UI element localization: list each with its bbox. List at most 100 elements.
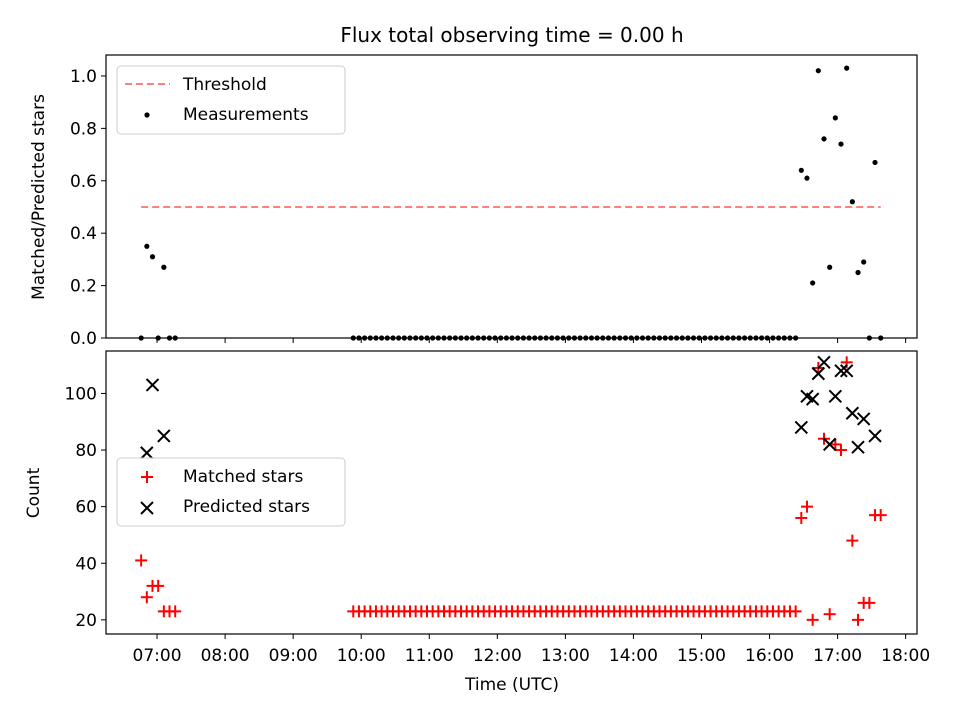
bottom-y-axis-label: Count: [24, 467, 44, 518]
predicted-star-point: [868, 429, 882, 443]
predicted-star-point: [805, 392, 820, 406]
predicted-star-stroke: [868, 429, 882, 443]
predicted-star-stroke: [839, 364, 854, 378]
x-tick-label: 17:00: [813, 646, 862, 666]
predicted-star-point: [157, 429, 171, 443]
predicted-star-point: [811, 366, 826, 381]
measurement-point: [855, 269, 861, 276]
top-axes-frame: [105, 54, 918, 339]
matched-star-point: [152, 579, 165, 592]
predicted-star-point: [856, 412, 871, 426]
measurement-point: [872, 159, 878, 166]
x-tick-label: 13:00: [541, 646, 590, 666]
x-tick-label: 16:00: [745, 646, 794, 666]
legend-measurements-swatch: [144, 112, 150, 118]
x-tick-label: 08:00: [201, 646, 250, 666]
measurement-point: [821, 136, 827, 142]
bottom-y-tick-label: 100: [65, 384, 97, 404]
measurement-point: [804, 175, 810, 181]
predicted-star-stroke: [805, 392, 820, 406]
measurement-point: [161, 264, 167, 270]
top-panel: 0.0 0.2 0.4 0.6 0.8 1.0 Matched/Predicted sta…: [29, 54, 918, 349]
x-tick-label: 14:00: [609, 646, 658, 666]
matched-star-point: [852, 613, 865, 626]
predicted-star-stroke: [145, 378, 160, 392]
predicted-star-stroke: [800, 389, 814, 403]
legend-threshold-label: Threshold: [182, 75, 267, 95]
predicted-star-stroke: [845, 406, 860, 420]
x-tick-label: 18:00: [881, 646, 930, 666]
x-tick-label: 09:00: [269, 646, 318, 666]
matched-star-point: [169, 605, 182, 618]
predicted-star-stroke: [794, 420, 809, 435]
matched-star-point: [800, 500, 813, 513]
matched-star-point: [846, 534, 859, 547]
predicted-star-point: [851, 440, 865, 454]
predicted-star-point: [839, 364, 854, 378]
x-tick-label: 11:00: [405, 646, 454, 666]
top-y-tick-label: 0.0: [70, 329, 97, 349]
matched-star-point: [795, 511, 808, 524]
measurement-point: [861, 259, 867, 265]
predicted-star-stroke: [140, 446, 154, 460]
predicted-star-stroke: [856, 412, 871, 426]
bottom-legend-box: [116, 457, 346, 527]
top-y-tick-label: 0.4: [70, 224, 97, 244]
bottom-axes-frame: [105, 350, 918, 635]
top-legend: Threshold Measurements: [116, 65, 346, 135]
measurement-point: [144, 243, 150, 249]
matched-star-point: [806, 613, 819, 626]
predicted-star-stroke: [811, 366, 826, 381]
predicted-star-stroke: [828, 389, 843, 403]
measurement-point: [849, 199, 855, 205]
matched-star-point: [829, 438, 842, 451]
top-legend-box: [116, 65, 346, 135]
top-y-tick-label: 0.2: [70, 277, 97, 297]
predicted-star-point: [794, 420, 809, 435]
measurement-point: [149, 254, 156, 260]
bottom-y-tick-label: 60: [75, 498, 97, 518]
predicted-star-point: [828, 389, 843, 403]
predicted-star-stroke: [817, 355, 831, 370]
x-tick-label: 12:00: [473, 646, 522, 666]
predicted-star-point: [145, 378, 160, 392]
measurement-point: [832, 115, 838, 121]
measurement-point: [844, 65, 850, 71]
matched-star-point: [863, 596, 876, 609]
matched-star-point: [874, 509, 887, 522]
x-tick-label: 15:00: [677, 646, 726, 666]
bottom-legend: Matched stars Predicted stars: [116, 457, 346, 527]
legend-matched-swatch: [141, 471, 153, 483]
measurement-point: [810, 280, 816, 286]
legend-matched-label: Matched stars: [183, 467, 303, 487]
chart-title: Flux total observing time = 0.00 h: [340, 23, 683, 47]
legend-predicted-label: Predicted stars: [183, 497, 310, 517]
predicted-star-point: [140, 446, 154, 460]
bottom-plot-area: 07:00 08:00 09:00 10:00 11:00 12:00 13:00 14:00…: [65, 355, 930, 666]
top-y-tick-label: 1.0: [70, 67, 97, 87]
bottom-y-tick-label: 80: [75, 441, 97, 461]
legend-predicted-swatch: [140, 501, 154, 515]
top-y-tick-label: 0.8: [70, 119, 97, 139]
matched-star-point: [140, 591, 153, 604]
x-tick-label: 10:00: [337, 646, 386, 666]
predicted-star-stroke: [157, 429, 171, 443]
matched-star-point: [835, 444, 848, 457]
measurement-point: [815, 68, 821, 74]
legend-measurements-label: Measurements: [183, 105, 309, 125]
x-axis-label: Time (UTC): [464, 675, 559, 695]
bottom-panel: 07:00 08:00 09:00 10:00 11:00 12:00 13:00 14:00…: [24, 350, 930, 695]
x-tick-label: 07:00: [133, 646, 182, 666]
predicted-star-stroke: [834, 364, 848, 378]
top-y-tick-label: 0.6: [70, 172, 97, 192]
top-plot-area: 0.0 0.2 0.4 0.6 0.8 1.0: [70, 65, 907, 349]
predicted-star-point: [817, 355, 831, 370]
bottom-y-tick-label: 40: [75, 554, 97, 574]
matched-star-point: [135, 554, 148, 567]
matched-star-point: [789, 605, 802, 618]
bottom-y-tick-label: 20: [75, 611, 97, 631]
matched-star-point: [823, 608, 836, 621]
predicted-star-stroke: [851, 440, 865, 454]
